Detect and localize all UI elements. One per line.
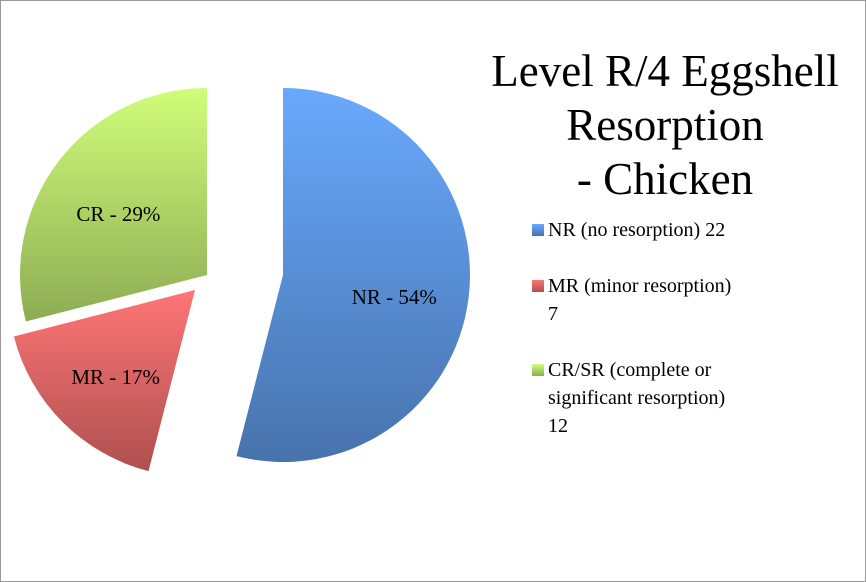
data-label: CR - 29% — [76, 202, 160, 226]
legend-label: CR/SR (complete or significant resorptio… — [548, 359, 726, 437]
chart-title: Level R/4 Eggshell Resorption - Chicken — [491, 46, 839, 204]
legend: NR (no resorption) 22 MR (minor resorptio… — [532, 216, 738, 468]
legend-entry: NR (no resorption) 22 — [532, 216, 738, 244]
legend-entry: MR (minor resorption) 7 — [532, 272, 738, 328]
legend-swatch — [532, 364, 544, 376]
legend-swatch — [532, 280, 544, 292]
legend-label: NR (no resorption) 22 — [548, 219, 726, 241]
data-label: NR - 54% — [352, 285, 437, 309]
pie-slice — [19, 88, 207, 322]
data-label: MR - 17% — [71, 365, 160, 389]
legend-entry: CR/SR (complete or significant resorptio… — [532, 356, 738, 440]
legend-swatch — [532, 224, 544, 236]
pie-slice — [13, 290, 195, 472]
pie-slice — [236, 88, 470, 462]
legend-label: MR (minor resorption) 7 — [548, 275, 732, 325]
